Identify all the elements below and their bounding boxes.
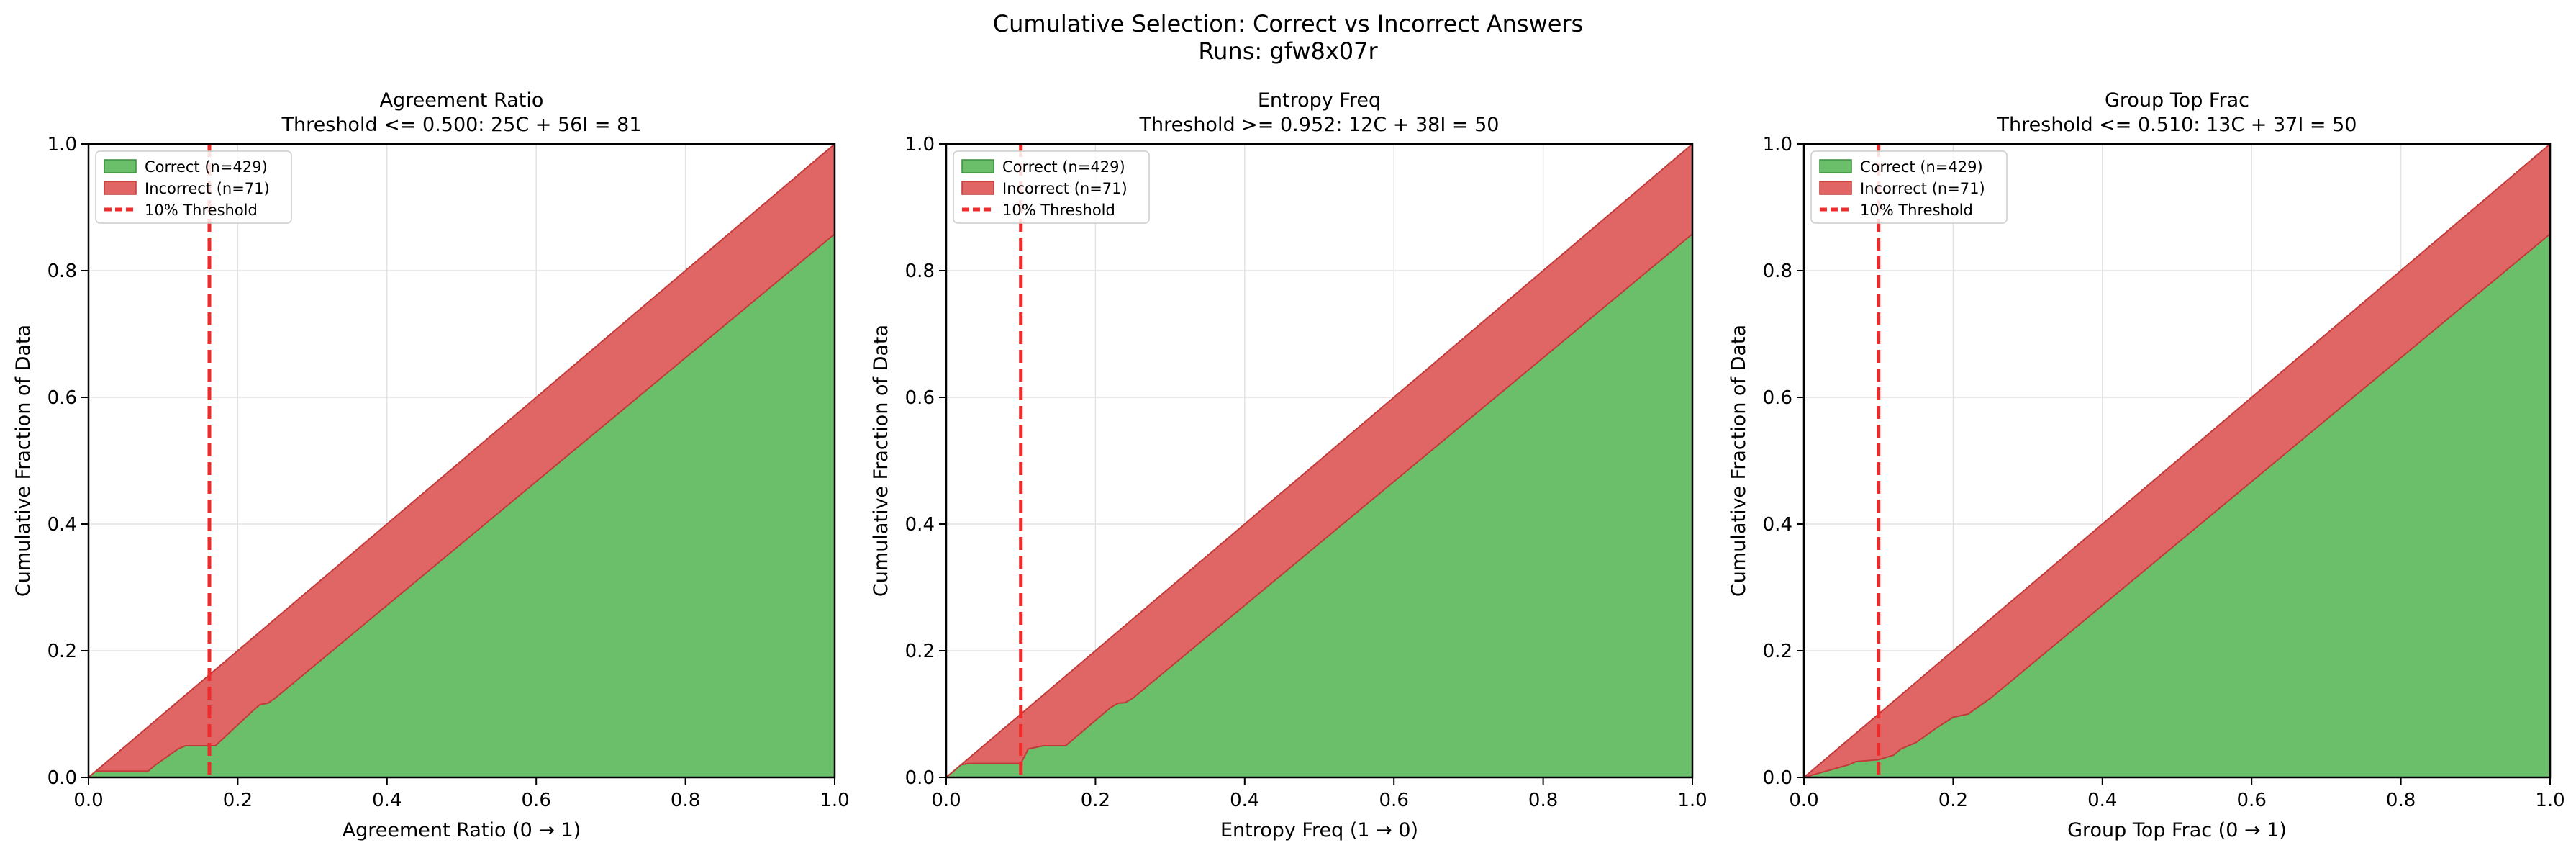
legend-box [953,150,1150,224]
legend-swatch-correct [961,159,994,173]
panel-3: 0.0 0.2 0.4 0.6 0.8 1.0 0.0 0.2 0.4 0.6 0.8 1.0 Grou… [1728,89,2565,841]
y-tick-label: 0.4 [905,514,935,536]
legend-swatch-incorrect [1819,181,1852,195]
panel-title: Entropy Freq [1258,89,1381,112]
legend-box [95,150,292,224]
y-tick-label: 0.0 [1763,767,1792,789]
legend: Correct (n=429) Incorrect (n=71) 10% Thres… [1810,150,2008,224]
y-tick-label: 0.4 [1763,514,1792,536]
legend-box [1810,150,2008,224]
legend-label-incorrect: Incorrect (n=71) [1860,180,1985,197]
x-tick-label: 0.2 [1938,790,1968,811]
y-tick-label: 0.4 [47,514,77,536]
correct-area [1803,233,2551,778]
y-tick-label: 1.0 [1763,134,1792,155]
y-tick-label: 0.8 [1763,261,1792,282]
x-tick-label: 0.4 [372,790,402,811]
x-tick-label: 0.0 [931,790,961,811]
x-tick-label: 0.0 [1789,790,1818,811]
x-tick-label: 0.6 [2237,790,2267,811]
y-tick-label: 1.0 [47,134,77,155]
legend-label-correct: Correct (n=429) [1002,158,1125,176]
y-tick-label: 0.6 [905,387,935,409]
panel-2: 0.0 0.2 0.4 0.6 0.8 1.0 0.0 0.2 0.4 0.6 0.8 1.0 Entr… [870,89,1707,841]
y-tick-label: 0.0 [47,767,77,789]
legend-swatch-correct [1819,159,1852,173]
x-tick-label: 0.2 [1081,790,1110,811]
panel-title: Group Top Frac [2105,89,2249,112]
y-axis-label: Cumulative Fraction of Data [1728,325,1750,597]
x-tick-label: 1.0 [1677,790,1707,811]
y-tick-label: 0.6 [47,387,77,409]
figure-title-line-1: Cumulative Selection: Correct vs Incorre… [992,10,1584,37]
x-tick-label: 0.4 [2087,790,2117,811]
axes-frame [945,143,1694,779]
x-tick-label: 0.6 [522,790,551,811]
x-tick-label: 0.0 [73,790,103,811]
legend-label-threshold: 10% Threshold [145,202,258,219]
legend-label-correct: Correct (n=429) [145,158,268,176]
y-tick-label: 0.0 [905,767,935,789]
legend-label-threshold: 10% Threshold [1860,202,1973,219]
x-tick-label: 0.8 [2386,790,2416,811]
correct-area [88,233,835,778]
figure-title: Cumulative Selection: Correct vs Incorre… [0,10,2576,65]
correct-area [945,233,1693,778]
legend-label-correct: Correct (n=429) [1860,158,1983,176]
x-tick-label: 0.6 [1379,790,1409,811]
legend-swatch-incorrect [961,181,994,195]
legend-label-incorrect: Incorrect (n=71) [145,180,270,197]
legend-label-threshold: 10% Threshold [1002,202,1115,219]
y-tick-label: 0.2 [47,641,77,662]
panel-title: Agreement Ratio [380,89,544,112]
panel-subtitle: Threshold <= 0.510: 13C + 37I = 50 [1997,114,2357,136]
x-tick-label: 1.0 [820,790,849,811]
panel-subtitle: Threshold >= 0.952: 12C + 38I = 50 [1139,114,1500,136]
y-axis-label: Cumulative Fraction of Data [12,325,35,597]
y-tick-label: 0.8 [905,261,935,282]
x-axis-label: Agreement Ratio (0 → 1) [343,819,581,841]
panel-1: 0.0 0.2 0.4 0.6 0.8 1.0 0.0 0.2 0.4 0.6 0.8 1.0 Agre… [12,89,850,841]
legend-swatch-incorrect [104,181,137,195]
legend: Correct (n=429) Incorrect (n=71) 10% Thres… [953,150,1150,224]
y-tick-label: 0.8 [47,261,77,282]
figure-subtitle-runs: Runs: gfw8x07r [1198,37,1378,65]
y-axis-label: Cumulative Fraction of Data [870,325,892,597]
x-tick-label: 0.4 [1230,790,1259,811]
y-tick-label: 0.6 [1763,387,1792,409]
x-tick-label: 0.8 [1528,790,1558,811]
panel-subtitle: Threshold <= 0.500: 25C + 56I = 81 [281,114,642,136]
x-axis-label: Entropy Freq (1 → 0) [1220,819,1418,841]
x-axis-label: Group Top Frac (0 → 1) [2067,819,2287,841]
x-tick-label: 0.8 [671,790,700,811]
x-tick-label: 0.2 [223,790,253,811]
axes-frame [87,143,836,779]
x-tick-label: 1.0 [2535,790,2564,811]
legend: Correct (n=429) Incorrect (n=71) 10% Thres… [95,150,292,224]
legend-swatch-correct [104,159,137,173]
y-tick-label: 1.0 [905,134,935,155]
axes-frame [1802,143,2552,779]
y-tick-label: 0.2 [1763,641,1792,662]
y-tick-label: 0.2 [905,641,935,662]
legend-label-incorrect: Incorrect (n=71) [1002,180,1128,197]
